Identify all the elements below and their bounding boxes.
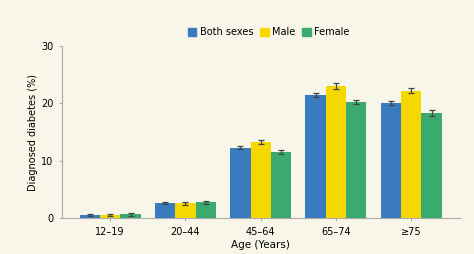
Bar [80, 215, 100, 218]
X-axis label: Age (Years): Age (Years) [231, 240, 290, 249]
Bar [175, 203, 196, 218]
Bar [401, 91, 421, 218]
Bar [100, 215, 120, 218]
Bar [305, 95, 326, 218]
Bar [155, 203, 175, 218]
Bar [326, 86, 346, 218]
Bar [120, 214, 141, 218]
Bar [381, 103, 401, 218]
Bar [196, 202, 216, 218]
Bar [421, 113, 442, 218]
Bar [346, 102, 366, 218]
Y-axis label: Diagnosed diabetes (%): Diagnosed diabetes (%) [28, 74, 38, 190]
Bar [251, 142, 271, 218]
Legend: Both sexes, Male, Female: Both sexes, Male, Female [188, 27, 350, 37]
Bar [230, 148, 251, 218]
Bar [271, 152, 291, 218]
